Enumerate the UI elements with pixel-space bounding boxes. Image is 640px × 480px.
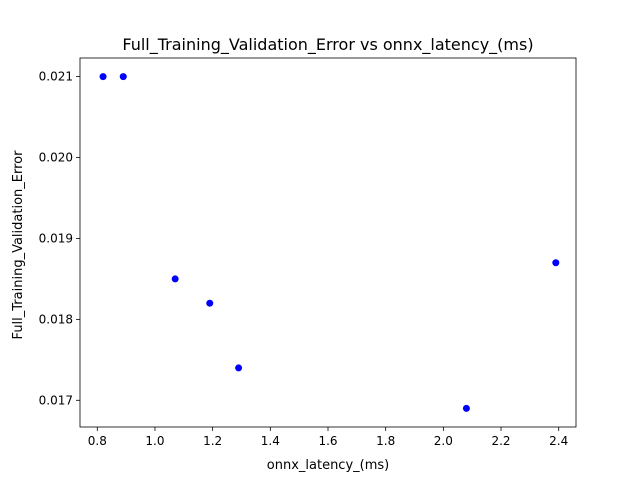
data-point	[171, 275, 179, 283]
y-tick-label: 0.018	[39, 312, 73, 326]
x-tick-label: 1.6	[318, 434, 337, 448]
x-axis-label: onnx_latency_(ms)	[267, 458, 389, 473]
data-point	[119, 73, 127, 81]
x-tick-label: 1.0	[145, 434, 164, 448]
x-tick-label: 1.2	[203, 434, 222, 448]
chart-title: Full_Training_Validation_Error vs onnx_l…	[122, 35, 533, 55]
y-tick-label: 0.017	[39, 393, 73, 407]
data-point	[552, 259, 560, 267]
x-tick-label: 0.8	[88, 434, 107, 448]
y-tick-label: 0.021	[39, 70, 73, 84]
y-axis-label: Full_Training_Validation_Error	[11, 150, 26, 340]
x-tick-label: 2.4	[549, 434, 568, 448]
x-tick-label: 2.0	[434, 434, 453, 448]
x-tick-label: 1.4	[261, 434, 280, 448]
x-tick-label: 1.8	[376, 434, 395, 448]
plot-area: 0.8 1.0 1.2 1.4 1.6 1.8 2.0 2.2 2.4 0.017 0.018 0.0…	[39, 57, 577, 448]
data-point	[235, 364, 243, 372]
x-tick-label: 2.2	[491, 434, 510, 448]
data-point	[99, 73, 107, 81]
data-point	[206, 299, 214, 307]
axes-frame	[79, 57, 577, 428]
y-tick-label: 0.019	[39, 231, 73, 245]
y-tick-label: 0.020	[39, 151, 73, 165]
data-point	[462, 404, 470, 412]
